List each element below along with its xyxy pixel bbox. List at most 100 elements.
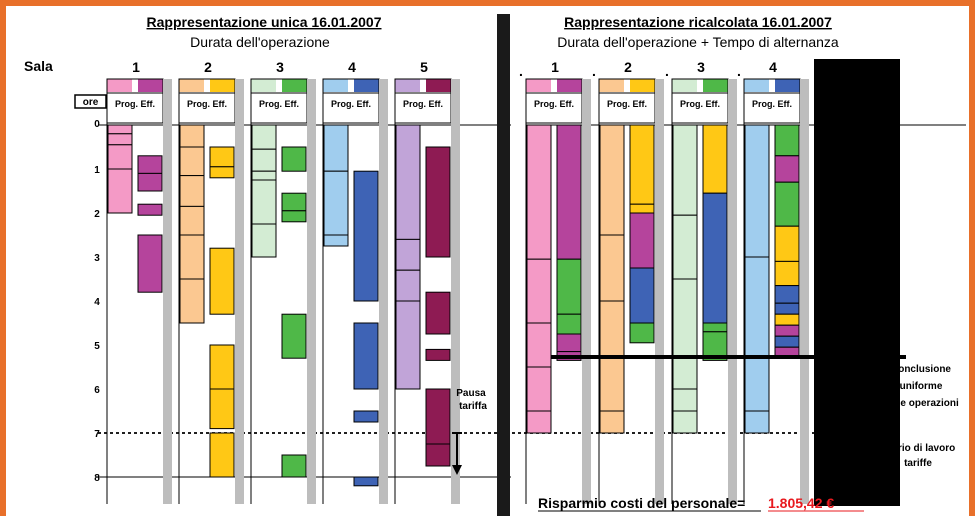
left-room-3-prog-block-1 <box>251 124 277 150</box>
left-room-1-prog-block-2 <box>107 133 133 146</box>
right-room-2-eff-block-5 <box>629 322 655 344</box>
left-room-5-number: 5 <box>420 59 428 75</box>
left-room-5-prog-swatch <box>395 79 420 92</box>
left-room-3-eff-swatch <box>282 79 307 92</box>
orario-label-2: tariffe <box>904 458 932 469</box>
conclusione-label-2: uniforme <box>900 381 943 392</box>
right-room-3-eff-block-2 <box>702 192 728 324</box>
right-room-2-eff-block-4 <box>629 267 655 324</box>
left-room-1-eff-block-1 <box>137 155 163 174</box>
left-room-5-eff-block-2 <box>425 291 451 335</box>
right-room-2-prog-block-4 <box>599 410 625 434</box>
hour-tick-7: 7 <box>94 429 100 440</box>
left-room-5-prog-block-3 <box>395 269 421 302</box>
left-room-4-rail <box>379 79 388 504</box>
right-room-2-eff-block-1 <box>629 124 655 205</box>
right-room-1-eff-block-1 <box>556 124 582 260</box>
left-room-1-prog-swatch <box>107 79 132 92</box>
left-room-3-eff-block-1 <box>281 146 307 172</box>
left-room-1-eff-block-2 <box>137 172 163 192</box>
left-room-1-prog-block-1 <box>107 124 133 135</box>
left-room-2-prog-eff-label: Prog. Eff. <box>187 99 227 109</box>
right-title: Rappresentazione ricalcolata 16.01.2007 <box>564 14 832 30</box>
right-room-4-prog-eff-label: Prog. Eff. <box>752 99 792 109</box>
left-room-4-prog-block-3 <box>323 234 349 247</box>
left-room-5-eff-block-3 <box>425 348 451 361</box>
right-room-1-number: 1 <box>551 59 559 75</box>
left-room-2-eff-swatch <box>210 79 235 92</box>
right-room-3-rail <box>728 79 737 504</box>
left-room-2-prog-block-1 <box>179 124 205 148</box>
right-room-4-eff-block-2 <box>774 155 800 183</box>
right-room-1-prog-block-4 <box>526 366 552 412</box>
left-room-1-eff-swatch <box>138 79 163 92</box>
ore-box <box>74 94 107 109</box>
conclusione-label-3: delle operazioni <box>883 398 959 409</box>
right-room-3-prog-swatch <box>672 79 697 92</box>
hour-tick-2: 2 <box>94 209 100 220</box>
right-room-2-eff-block-3 <box>629 212 655 269</box>
right-room-4-eff-block-5 <box>774 260 800 287</box>
left-room-4-eff-block-4 <box>353 476 379 487</box>
left-room-1-rail <box>163 79 172 504</box>
left-room-2-rail <box>235 79 244 504</box>
left-room-2-prog-block-2 <box>179 146 205 177</box>
right-room-2-eff-swatch <box>630 79 655 92</box>
hour-tick-3: 3 <box>94 253 100 264</box>
right-room-4-eff-block-3 <box>774 181 800 227</box>
right-room-4-prog-block-3 <box>744 355 770 412</box>
hour-tick-8: 8 <box>94 473 100 484</box>
right-room-1-rail <box>582 79 591 504</box>
right-room-4-number: 4 <box>769 59 777 75</box>
left-room-1-prog-eff-label: Prog. Eff. <box>115 99 155 109</box>
right-room-2-prog-block-2 <box>599 234 625 302</box>
right-room-4-header-box <box>743 92 801 124</box>
right-room-4-prog-block-4 <box>744 410 770 434</box>
left-room-3-eff-block-2 <box>281 192 307 212</box>
left-room-5-header-box <box>394 92 452 124</box>
right-room-3-eff-block-1 <box>702 124 728 194</box>
page-frame: Rappresentazione unica 16.01.2007 Durata … <box>6 6 969 516</box>
right-room-2-prog-swatch <box>599 79 624 92</box>
right-room-1-prog-block-3 <box>526 322 552 368</box>
left-room-2-number: 2 <box>204 59 212 75</box>
left-room-2-eff-block-4 <box>209 344 235 390</box>
hour-tick-4: 4 <box>94 297 100 308</box>
left-title: Rappresentazione unica 16.01.2007 <box>147 14 382 30</box>
left-room-4-prog-block-1 <box>323 124 349 172</box>
left-room-5-eff-block-1 <box>425 146 451 258</box>
left-room-4-header-box <box>322 92 380 124</box>
right-room-4-prog-swatch <box>744 79 769 92</box>
right-room-4-eff-block-9 <box>774 324 800 337</box>
right-room-1-prog-block-1 <box>526 124 552 260</box>
right-room-2-eff-block-2 <box>629 203 655 214</box>
left-room-5-eff-block-4 <box>425 388 451 445</box>
right-room-3-eff-swatch <box>703 79 728 92</box>
right-room-4-eff-block-4 <box>774 225 800 262</box>
left-room-5-prog-block-1 <box>395 124 421 240</box>
left-room-4-prog-eff-label: Prog. Eff. <box>331 99 371 109</box>
left-room-1-eff-block-3 <box>137 203 163 216</box>
right-room-4-prog-block-2 <box>744 256 770 357</box>
left-room-1-header-box <box>106 92 164 124</box>
left-room-1-prog-block-3 <box>107 144 133 170</box>
right-room-1-dot: . <box>519 63 523 79</box>
left-room-2-eff-block-6 <box>209 432 235 478</box>
left-room-1-number: 1 <box>132 59 140 75</box>
pausa-label: Pausa <box>456 388 486 399</box>
right-room-4-rail <box>800 79 809 504</box>
right-room-3-prog-block-5 <box>672 410 698 434</box>
right-room-2-header-box <box>598 92 656 124</box>
left-room-3-rail <box>307 79 316 504</box>
left-room-3-eff-block-3 <box>281 210 307 223</box>
left-room-2-prog-block-4 <box>179 205 205 236</box>
tariffa-label: tariffa <box>459 401 487 412</box>
left-room-2-prog-swatch <box>179 79 204 92</box>
ore-label: ore <box>83 97 99 108</box>
right-room-3-number: 3 <box>697 59 705 75</box>
left-room-2-eff-block-3 <box>209 247 235 315</box>
left-room-2-prog-block-5 <box>179 234 205 280</box>
left-room-4-number: 4 <box>348 59 356 75</box>
right-room-4-dot: . <box>737 63 741 79</box>
left-room-3-prog-block-2 <box>251 148 277 172</box>
